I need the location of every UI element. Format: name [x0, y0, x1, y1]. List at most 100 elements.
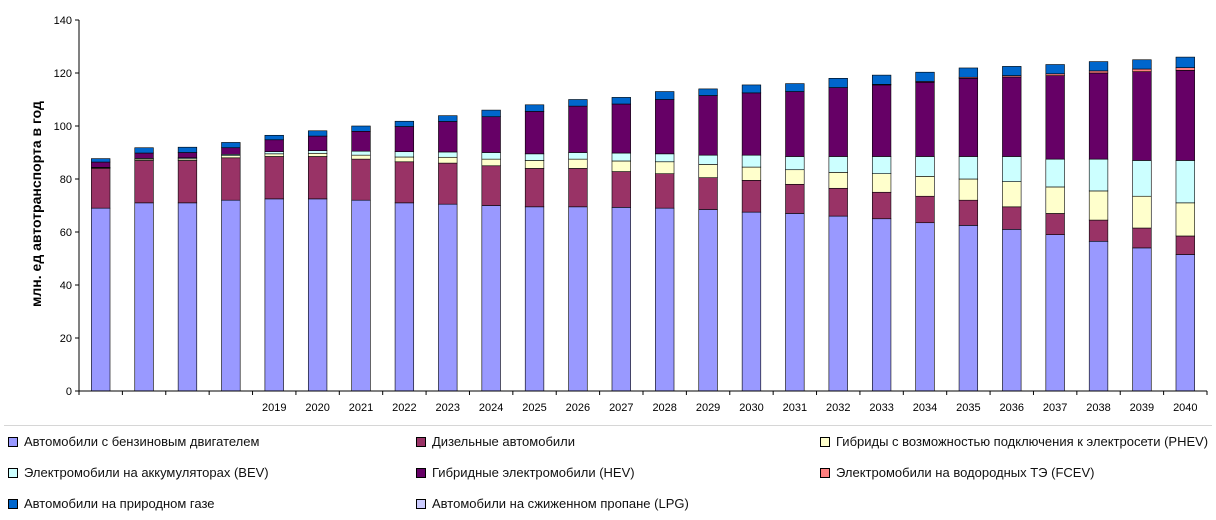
- bar-segment: [568, 152, 588, 160]
- legend-item-phev: Гибриды с возможностью подключения к эле…: [820, 434, 1208, 449]
- legend-label: Автомобили с бензиновым двигателем: [24, 434, 260, 449]
- bar-segment: [307, 153, 328, 157]
- x-tick-label: 2031: [783, 402, 807, 414]
- bar-segment: [481, 109, 501, 118]
- legend-label: Автомобили на сжиженном пропане (LPG): [432, 496, 689, 511]
- legend: Автомобили с бензиновым двигателем Дизел…: [0, 434, 1216, 520]
- bar-segment: [871, 84, 892, 157]
- bar-segment: [568, 206, 588, 392]
- bar-segment: [91, 161, 111, 168]
- bar-segment: [828, 156, 848, 173]
- legend-separator: [4, 425, 1212, 426]
- bar-segment: [481, 158, 501, 167]
- bar-segment: [524, 168, 545, 208]
- bar-segment: [1002, 206, 1022, 230]
- bar-segment: [1132, 160, 1152, 197]
- bar-segment: [1175, 67, 1195, 71]
- bar-segment: [915, 176, 935, 197]
- bar-segment: [958, 67, 979, 78]
- bar-segment: [1045, 186, 1065, 214]
- bar-segment: [307, 156, 328, 200]
- x-tick-label: 2024: [479, 402, 503, 414]
- bar-segment: [828, 172, 848, 189]
- x-tick-label: 2023: [436, 402, 460, 414]
- x-tick-label: 2022: [392, 402, 416, 414]
- legend-label: Гибриды с возможностью подключения к эле…: [836, 434, 1209, 449]
- bar-segment: [524, 160, 545, 169]
- bar-segment: [655, 99, 675, 155]
- bar-segment: [741, 180, 762, 213]
- bar-segment: [568, 99, 588, 107]
- bar-segment: [568, 168, 588, 208]
- bar-segment: [351, 199, 371, 392]
- bar-segment: [177, 202, 198, 392]
- bar-segment: [1175, 160, 1195, 204]
- bar-segment: [394, 156, 415, 163]
- bar-segment: [1175, 56, 1195, 68]
- y-tick-label: 140: [54, 15, 72, 27]
- legend-item-cng: Автомобили на природном газе: [8, 496, 215, 511]
- bar-segment: [91, 207, 111, 392]
- y-tick-label: 0: [66, 386, 72, 398]
- bar-segment: [264, 198, 284, 392]
- x-tick-label: 2030: [739, 402, 763, 414]
- bar-segment: [698, 164, 718, 178]
- bar-segment: [1175, 202, 1195, 237]
- bar-segment: [394, 202, 415, 392]
- legend-item-petrol: Автомобили с бензиновым двигателем: [8, 434, 259, 449]
- bar-segment: [1132, 247, 1152, 392]
- bar-segment: [611, 171, 631, 208]
- bar-segment: [438, 151, 458, 158]
- bar-segment: [1132, 195, 1152, 229]
- bar-segment: [1132, 68, 1152, 72]
- bar-segment: [698, 177, 718, 210]
- bar-segment: [915, 71, 935, 82]
- bar-segment: [785, 184, 805, 214]
- bar-segment: [1088, 190, 1109, 221]
- bar-segment: [351, 154, 371, 160]
- bar-segment: [1175, 70, 1195, 161]
- x-tick-label: 2019: [262, 402, 286, 414]
- bar-segment: [134, 160, 154, 204]
- bar-segment: [481, 205, 501, 392]
- bar-segment: [698, 154, 718, 165]
- bar-segment: [871, 218, 892, 392]
- bar-segment: [307, 198, 328, 392]
- bar-segment: [438, 115, 458, 122]
- legend-swatch: [8, 498, 18, 509]
- bar-segment: [221, 142, 241, 149]
- bar-segment: [1132, 71, 1152, 161]
- bar-segment: [1175, 235, 1195, 255]
- x-tick-label: 2029: [696, 402, 720, 414]
- legend-label: Электромобили на водородных ТЭ (FCEV): [836, 465, 1095, 480]
- x-tick-label: 2025: [522, 402, 546, 414]
- bar-segment: [264, 139, 284, 152]
- bar-segment: [177, 146, 198, 153]
- legend-label: Дизельные автомобили: [432, 434, 576, 449]
- bar-segment: [915, 222, 935, 392]
- bar-segment: [481, 165, 501, 206]
- bar-segment: [958, 178, 979, 201]
- bar-segment: [828, 78, 848, 88]
- legend-swatch: [8, 436, 18, 447]
- bar-segment: [611, 207, 631, 392]
- bar-segment: [307, 130, 328, 137]
- bar-segment: [871, 191, 892, 220]
- bar-segment: [1002, 181, 1022, 208]
- y-tick-label: 120: [54, 68, 72, 80]
- bar-segment: [1088, 219, 1109, 242]
- bar-segment: [394, 120, 415, 127]
- bar-segment: [438, 121, 458, 153]
- x-tick-label: 2021: [349, 402, 373, 414]
- bar-segment: [871, 156, 892, 174]
- bar-segment: [307, 150, 328, 154]
- x-tick-label: 2026: [566, 402, 590, 414]
- bar-segment: [871, 173, 892, 193]
- bar-segment: [785, 169, 805, 185]
- bar-segment: [481, 152, 501, 160]
- bar-segment: [741, 211, 762, 392]
- bar-segment: [1175, 254, 1195, 392]
- legend-item-hev: Гибридные электромобили (HEV): [416, 465, 635, 480]
- bar-segment: [351, 150, 371, 156]
